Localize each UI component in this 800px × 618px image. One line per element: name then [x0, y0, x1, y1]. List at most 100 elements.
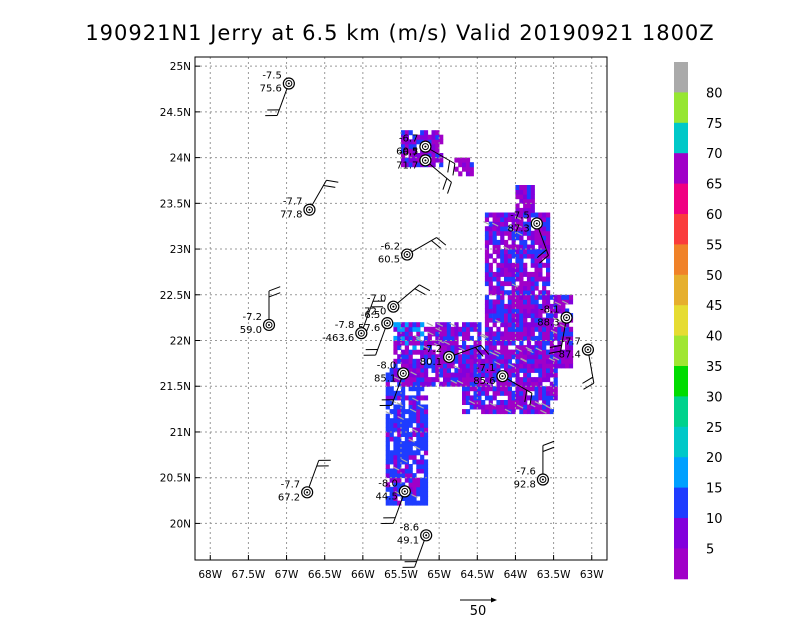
station-marker: -6.7 71.7 [396, 147, 432, 171]
colorbar-segment [674, 244, 688, 276]
colorbar-label: 35 [706, 360, 723, 375]
colorbar-segment [674, 305, 688, 337]
colorbar-segment [674, 62, 688, 93]
y-tick-label: 24N [170, 153, 191, 165]
station-marker: -7.7 67.2 [278, 479, 314, 503]
grid-lines [195, 57, 607, 560]
colorbar-segment [674, 92, 688, 124]
station-label-bottom: 80.1 [420, 357, 442, 368]
station-label-bottom: 57.6 [358, 323, 380, 334]
station-label-bottom: 85.6 [473, 376, 495, 387]
station-label-top: -7.5 [510, 210, 530, 221]
colorbar-segment [674, 122, 688, 154]
chart-title: 190921N1 Jerry at 6.5 km (m/s) Valid 201… [85, 21, 714, 45]
colorbar-label: 65 [706, 178, 723, 193]
station-label-bottom: 92.8 [514, 480, 536, 491]
station-label-bottom: 88.3 [537, 318, 559, 329]
station-marker: -6.2 60.5 [378, 242, 414, 266]
y-tick-label: 23N [170, 244, 191, 256]
y-tick-label: 22.5N [160, 290, 191, 302]
wind-barb [406, 237, 447, 255]
x-tick-label: 66.5W [308, 569, 342, 581]
station-markers: -7.575.6-6.760.5-6.771.7-7.777.8 -7.587.3… [240, 71, 595, 546]
x-tick-label: 63.5W [537, 569, 571, 581]
colorbar-label: 45 [706, 299, 723, 314]
station-label-top: -7.8 [335, 320, 355, 331]
colorbar-segment [674, 153, 688, 185]
colorbar-label: 10 [706, 512, 723, 527]
x-axis: 68W 67.5W 67W 66.5W 66W 65.5W 65W 64.5W 64W 63.5W… [198, 555, 604, 581]
station-label-top: -6.5 [361, 310, 381, 321]
station-label-bottom: 67.2 [278, 492, 300, 503]
colorbar-label: 80 [706, 86, 723, 101]
station-label-top: -7.7 [283, 197, 303, 208]
colorbar-label: 5 [706, 542, 714, 557]
station-label-bottom: 87.3 [508, 223, 530, 234]
colorbar-label: 40 [706, 330, 723, 345]
y-tick-label: 20N [170, 518, 191, 530]
station-marker: -8.6 49.1 [397, 522, 433, 546]
station-label-top: -7.5 [262, 71, 282, 82]
station-label-top: -7.7 [281, 479, 301, 490]
station-marker: -8.0 44.5 [376, 478, 411, 502]
colorbar-label: 25 [706, 421, 723, 436]
x-tick-label: 68W [198, 569, 222, 581]
station-label-bottom: 60.5 [378, 255, 400, 266]
colorbar-segment [674, 426, 688, 458]
station-label-bottom: 75.6 [260, 84, 282, 95]
colorbar-label: 15 [706, 482, 723, 497]
station-marker: -7.7 87.4 [559, 337, 595, 361]
colorbar-segment [674, 214, 688, 245]
colorbar-label: 20 [706, 451, 723, 466]
y-tick-label: 21.5N [160, 381, 191, 393]
x-tick-label: 65W [427, 569, 451, 581]
station-label-top: -6.2 [381, 242, 401, 253]
station-label-top: -6.7 [399, 134, 419, 145]
station-label-bottom: -463.6 [322, 333, 354, 344]
colorbar-label: 30 [706, 390, 723, 405]
colorbar: 5 10 15 20 25 30 35 40 45 50 55 60 65 70 75 80 [674, 62, 723, 580]
station-marker: -7.8 -463.6 [322, 320, 368, 344]
station-label-top: -7.2 [423, 344, 443, 355]
colorbar-label: 60 [706, 208, 723, 223]
station-label-bottom: 59.0 [240, 325, 262, 336]
colorbar-segment [674, 457, 688, 489]
x-tick-label: 64.5W [460, 569, 494, 581]
colorbar-segment [674, 274, 688, 306]
station-marker: -7.0 72.0 [364, 294, 400, 318]
x-tick-label: 65.5W [384, 569, 418, 581]
y-tick-label: 25N [170, 61, 191, 73]
x-tick-label: 63W [580, 569, 604, 581]
station-marker: -7.5 75.6 [260, 71, 295, 95]
station-label-bottom: 60.5 [396, 147, 418, 158]
station-label-bottom: 49.1 [397, 535, 419, 546]
y-tick-label: 24.5N [160, 107, 191, 119]
station-marker: -7.5 87.3 [508, 210, 543, 234]
colorbar-label: 50 [706, 269, 723, 284]
y-tick-label: 20.5N [160, 473, 191, 485]
station-marker: -6.5 57.6 [358, 310, 394, 334]
x-tick-label: 64W [504, 569, 528, 581]
station-label-bottom: 87.4 [559, 350, 581, 361]
reference-vector: 50 [460, 597, 497, 618]
y-tick-label: 22N [170, 336, 191, 348]
y-tick-label: 21N [170, 427, 191, 439]
station-label-bottom: 85.1 [374, 373, 396, 384]
colorbar-segment [674, 335, 688, 367]
x-tick-label: 66W [351, 569, 375, 581]
colorbar-segment [674, 548, 688, 580]
colorbar-label: 75 [706, 117, 723, 132]
x-tick-label: 67W [275, 569, 299, 581]
wind-barb [393, 284, 431, 308]
station-marker: -7.2 59.0 [240, 312, 276, 336]
station-marker: -7.7 77.8 [280, 197, 316, 221]
colorbar-label: 70 [706, 147, 723, 162]
x-tick-label: 67.5W [232, 569, 266, 581]
colorbar-label: 55 [706, 238, 723, 253]
station-label-top: -7.0 [367, 294, 387, 305]
colorbar-segment [674, 518, 688, 549]
station-label-top: -8.1 [540, 305, 560, 316]
colorbar-segment [674, 366, 688, 397]
station-label-top: -7.7 [561, 337, 581, 348]
